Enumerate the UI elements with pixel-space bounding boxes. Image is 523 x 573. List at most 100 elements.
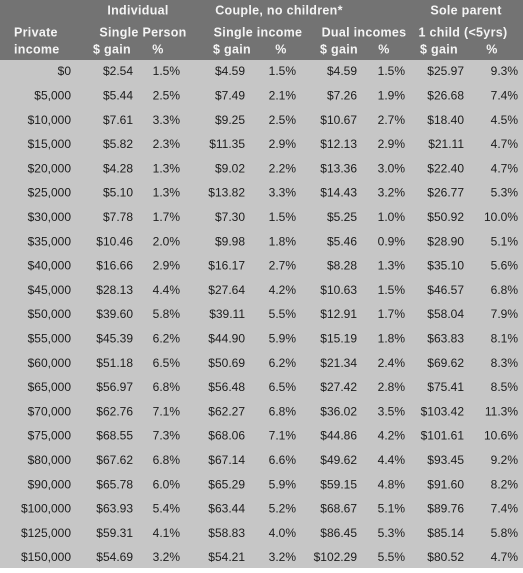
table-cell: $13.82 <box>208 186 245 200</box>
table-cell: 4.5% <box>491 113 519 127</box>
table-cell: $49.62 <box>320 453 357 467</box>
table-cell: 7.4% <box>491 502 519 516</box>
column-header: income <box>14 42 60 56</box>
table-cell: $15,000 <box>28 137 72 151</box>
table-cell: $75,000 <box>28 429 72 443</box>
table-cell: $58.83 <box>208 526 245 540</box>
subgroup-header: Private <box>14 25 58 39</box>
table-cell: $25,000 <box>28 186 72 200</box>
table-cell: $26.77 <box>427 186 464 200</box>
table-cell: $62.76 <box>96 404 133 418</box>
column-header: $ gain <box>93 42 131 56</box>
table-cell: $0 <box>58 64 72 78</box>
table-cell: 4.8% <box>378 477 406 491</box>
table-cell: 6.8% <box>153 453 181 467</box>
table-cell: 6.5% <box>153 356 181 370</box>
table-cell: $20,000 <box>28 161 72 175</box>
table-cell: $54.21 <box>208 550 245 564</box>
table-cell: 4.4% <box>378 453 406 467</box>
table-cell: $67.14 <box>208 453 245 467</box>
table-cell: 1.5% <box>269 64 297 78</box>
table-cell: 4.4% <box>153 283 181 297</box>
table-cell: $7.26 <box>327 88 357 102</box>
table-cell: $54.69 <box>96 550 133 564</box>
table-cell: $11.35 <box>209 137 245 151</box>
table-cell: $25.97 <box>427 64 464 78</box>
table-cell: $62.27 <box>208 404 245 418</box>
table-cell: 3.5% <box>378 404 406 418</box>
table-cell: 1.3% <box>153 186 181 200</box>
table-cell: $5.25 <box>327 210 357 224</box>
table-cell: $93.45 <box>427 453 464 467</box>
table-cell: $101.61 <box>421 429 465 443</box>
subgroup-header: 1 child (<5yrs) <box>419 25 508 39</box>
table-cell: $5.10 <box>103 186 133 200</box>
table-cell: $125,000 <box>21 526 71 540</box>
subgroup-header: Dual incomes <box>322 25 407 39</box>
table-cell: $30,000 <box>28 210 72 224</box>
table-cell: $55,000 <box>28 331 72 345</box>
table-cell: $16.66 <box>96 259 133 273</box>
table-cell: 1.7% <box>378 307 406 321</box>
table-cell: 8.1% <box>491 331 519 345</box>
table-cell: 2.7% <box>269 259 297 273</box>
table-cell: 2.8% <box>378 380 406 394</box>
table-cell: $60,000 <box>28 356 72 370</box>
column-header: $ gain <box>420 42 458 56</box>
table-cell: $50.92 <box>427 210 464 224</box>
table-cell: 3.2% <box>378 186 406 200</box>
group-header: Individual <box>107 3 168 17</box>
table-cell: 7.4% <box>491 88 519 102</box>
table-cell: 3.3% <box>269 186 297 200</box>
table-cell: $65.78 <box>96 477 133 491</box>
table-cell: 7.9% <box>491 307 519 321</box>
table-cell: $85.14 <box>427 526 464 540</box>
table-cell: $10,000 <box>28 113 72 127</box>
table-cell: 4.0% <box>269 526 297 540</box>
table-cell: $150,000 <box>21 550 71 564</box>
column-header: $ gain <box>320 42 358 56</box>
table-cell: 5.3% <box>491 186 519 200</box>
table-cell: $56.97 <box>96 380 133 394</box>
table-cell: $10.46 <box>96 234 133 248</box>
header: Individual Couple, no children* Sole par… <box>14 3 507 56</box>
table-cell: $8.28 <box>327 259 357 273</box>
table-cell: 3.3% <box>153 113 181 127</box>
table-cell: $28.90 <box>427 234 464 248</box>
table-cell: 6.2% <box>153 331 181 345</box>
table-cell: 1.9% <box>378 88 406 102</box>
table-cell: $21.34 <box>320 356 357 370</box>
table-cell: 3.0% <box>378 161 406 175</box>
table-cell: 5.8% <box>491 526 519 540</box>
header-background <box>0 0 523 60</box>
table-cell: 6.8% <box>491 283 519 297</box>
table-cell: 1.8% <box>378 331 406 345</box>
column-header: % <box>152 42 163 56</box>
table-cell: 2.3% <box>153 137 181 151</box>
table-cell: $63.44 <box>208 502 245 516</box>
table-cell: 2.9% <box>378 137 406 151</box>
table-cell: $13.36 <box>320 161 357 175</box>
table-cell: $58.04 <box>427 307 464 321</box>
table-cell: 5.5% <box>269 307 297 321</box>
table-cell: 5.1% <box>378 502 406 516</box>
table-cell: $103.42 <box>421 404 465 418</box>
table-cell: 11.3% <box>485 404 518 418</box>
table-cell: 5.5% <box>378 550 406 564</box>
table-cell: 4.2% <box>378 429 406 443</box>
table-cell: $16.17 <box>208 259 245 273</box>
table-cell: 8.2% <box>491 477 519 491</box>
table-cell: $80,000 <box>28 453 72 467</box>
table-cell: 8.5% <box>491 380 519 394</box>
table-cell: 7.1% <box>269 429 297 443</box>
table-cell: $39.60 <box>96 307 133 321</box>
table-cell: 10.6% <box>484 429 518 443</box>
table-cell: $67.62 <box>96 453 133 467</box>
table-cell: 9.2% <box>491 453 519 467</box>
table-cell: 1.3% <box>378 259 406 273</box>
table-cell: 2.9% <box>153 259 181 273</box>
table-cell: $4.59 <box>327 64 357 78</box>
column-header: % <box>275 42 286 56</box>
table-cell: $12.91 <box>320 307 357 321</box>
table-cell: 4.2% <box>269 283 297 297</box>
